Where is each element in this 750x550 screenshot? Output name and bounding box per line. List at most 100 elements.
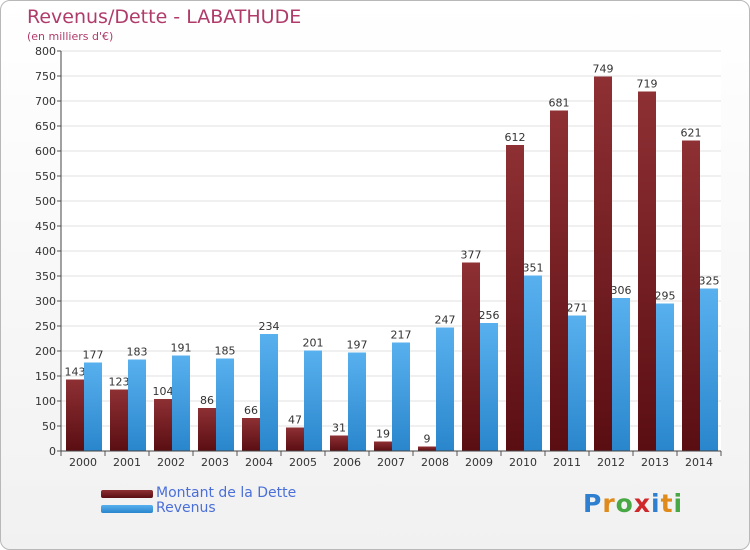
chart-title: Revenus/Dette - LABATHUDE (27, 6, 302, 28)
bar-revenue (436, 327, 454, 451)
value-label-revenue: 256 (479, 309, 500, 322)
bar-revenue (348, 352, 366, 451)
x-tick-label: 2005 (289, 456, 317, 469)
logo-letter: i (651, 489, 661, 518)
value-label-revenue: 217 (391, 329, 412, 342)
bar-debt (374, 441, 392, 451)
bar-revenue (568, 315, 586, 451)
logo-letter: r (602, 489, 616, 518)
bar-debt (154, 399, 172, 451)
y-tick-label: 700 (35, 95, 56, 108)
y-tick-label: 100 (35, 395, 56, 408)
bar-revenue (172, 355, 190, 451)
bar-revenue (700, 288, 718, 451)
legend-label-revenue: Revenus (156, 500, 216, 516)
bar-debt (462, 262, 480, 451)
bar-revenue (392, 342, 410, 451)
x-tick-label: 2012 (597, 456, 625, 469)
bar-debt (330, 435, 348, 451)
x-tick-label: 2011 (553, 456, 581, 469)
bar-debt (66, 379, 84, 451)
x-tick-label: 2013 (641, 456, 669, 469)
value-label-revenue: 201 (303, 337, 324, 350)
bar-debt (198, 408, 216, 451)
y-tick-label: 800 (35, 45, 56, 58)
legend-swatch-debt (101, 490, 153, 498)
proxiti-logo: Proxiti (583, 489, 683, 518)
x-tick-label: 2002 (157, 456, 185, 469)
x-tick-label: 2009 (465, 456, 493, 469)
y-tick-label: 300 (35, 295, 56, 308)
value-label-debt: 377 (461, 249, 482, 262)
bar-revenue (612, 298, 630, 451)
y-tick-label: 0 (49, 445, 56, 458)
x-tick-label: 2004 (245, 456, 273, 469)
x-tick-label: 2003 (201, 456, 229, 469)
y-tick-label: 650 (35, 120, 56, 133)
value-label-debt: 621 (681, 127, 702, 140)
y-tick-label: 250 (35, 320, 56, 333)
y-tick-label: 350 (35, 270, 56, 283)
x-tick-label: 2001 (113, 456, 141, 469)
value-label-revenue: 183 (127, 346, 148, 359)
value-label-debt: 66 (244, 404, 258, 417)
bar-revenue (524, 275, 542, 451)
x-tick-label: 2010 (509, 456, 537, 469)
y-tick-label: 750 (35, 70, 56, 83)
value-label-revenue: 325 (699, 275, 720, 288)
y-tick-label: 150 (35, 370, 56, 383)
bar-debt (110, 389, 128, 451)
value-label-debt: 47 (288, 414, 302, 427)
logo-letter: P (583, 489, 603, 518)
bar-revenue (84, 362, 102, 451)
bar-revenue (480, 323, 498, 451)
value-label-debt: 143 (65, 366, 86, 379)
value-label-debt: 612 (505, 131, 526, 144)
bar-debt (418, 446, 436, 451)
x-tick-label: 2000 (69, 456, 97, 469)
legend-label-debt: Montant de la Dette (156, 485, 297, 501)
chart-subtitle: (en milliers d'€) (27, 30, 114, 43)
value-label-revenue: 191 (171, 342, 192, 355)
value-label-debt: 31 (332, 422, 346, 435)
logo-letter: t (660, 489, 674, 518)
value-label-revenue: 185 (215, 345, 236, 358)
value-label-revenue: 177 (83, 349, 104, 362)
value-label-debt: 681 (549, 97, 570, 110)
bar-revenue (260, 334, 278, 451)
bar-debt (638, 91, 656, 451)
value-label-debt: 9 (424, 433, 431, 446)
bar-revenue (216, 358, 234, 451)
bar-debt (594, 76, 612, 451)
bar-debt (550, 110, 568, 451)
logo-letter: i (673, 489, 684, 518)
value-label-revenue: 234 (259, 320, 280, 333)
value-label-debt: 19 (376, 428, 390, 441)
y-tick-label: 400 (35, 245, 56, 258)
x-tick-label: 2007 (377, 456, 405, 469)
legend-swatch-revenue (101, 505, 153, 513)
value-label-debt: 749 (593, 63, 614, 76)
value-label-revenue: 247 (435, 314, 456, 327)
bar-debt (506, 145, 524, 451)
bar-debt (682, 140, 700, 451)
bar-revenue (304, 350, 322, 451)
y-tick-label: 450 (35, 220, 56, 233)
y-tick-label: 500 (35, 195, 56, 208)
bar-revenue (128, 359, 146, 451)
y-tick-label: 50 (42, 420, 56, 433)
value-label-revenue: 295 (655, 290, 676, 303)
value-label-debt: 104 (153, 385, 174, 398)
value-label-debt: 86 (200, 394, 214, 407)
bar-revenue (656, 303, 674, 451)
value-label-debt: 719 (637, 78, 658, 91)
logo-letter: o (615, 489, 634, 518)
value-label-revenue: 271 (567, 302, 588, 315)
value-label-revenue: 351 (523, 262, 544, 275)
value-label-revenue: 306 (611, 284, 632, 297)
y-tick-label: 550 (35, 170, 56, 183)
x-tick-label: 2008 (421, 456, 449, 469)
bar-debt (242, 418, 260, 451)
